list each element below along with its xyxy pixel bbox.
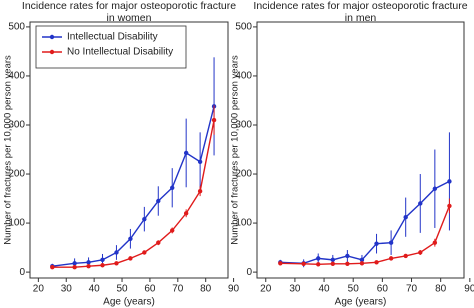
data-point xyxy=(72,261,77,266)
data-point xyxy=(156,198,161,204)
y-tick-label: 500 xyxy=(235,22,252,33)
data-point xyxy=(403,214,408,220)
x-tick-label: 50 xyxy=(348,284,360,295)
data-point xyxy=(114,261,119,266)
x-tick-label: 30 xyxy=(61,284,73,295)
x-tick-label: 70 xyxy=(172,284,184,295)
data-point xyxy=(345,261,350,266)
data-point xyxy=(330,261,336,266)
data-point xyxy=(403,253,408,259)
data-point xyxy=(183,150,189,156)
y-tick-label: 100 xyxy=(235,218,252,229)
legend-label: No Intellectual Disability xyxy=(67,47,173,58)
y-tick-label: 300 xyxy=(235,120,252,131)
data-point xyxy=(432,186,438,191)
data-point xyxy=(278,261,283,266)
data-point xyxy=(301,261,306,266)
data-point xyxy=(447,203,452,209)
data-point xyxy=(418,201,423,206)
data-point xyxy=(100,257,105,263)
data-point xyxy=(100,263,105,268)
data-point xyxy=(170,228,175,233)
plot-frame xyxy=(256,21,465,279)
series-line xyxy=(280,180,450,264)
data-point xyxy=(418,250,423,255)
data-point xyxy=(128,236,133,241)
x-tick-label: 20 xyxy=(260,284,272,295)
x-tick-label: 80 xyxy=(200,284,212,295)
data-point xyxy=(330,257,336,263)
data-point xyxy=(432,240,438,245)
data-point xyxy=(345,253,350,259)
y-tick-label: 500 xyxy=(8,22,25,33)
x-tick-label: 90 xyxy=(228,284,240,295)
x-axis-label: Age (years) xyxy=(103,297,155,308)
x-tick-label: 60 xyxy=(144,284,156,295)
y-axis-label: Number of fractures per 10,000 person ye… xyxy=(230,55,241,245)
data-point xyxy=(197,188,203,194)
data-point xyxy=(388,240,394,245)
chart-title: in men xyxy=(345,12,377,24)
data-point xyxy=(128,256,133,261)
data-point xyxy=(359,257,365,263)
x-tick-label: 60 xyxy=(377,284,389,295)
data-point xyxy=(197,159,203,164)
series-line xyxy=(52,119,215,268)
series-line xyxy=(280,205,451,265)
data-point xyxy=(156,240,161,245)
legend-label: Intellectual Disability xyxy=(67,32,158,43)
y-tick-label: 200 xyxy=(8,169,25,180)
data-point xyxy=(359,261,365,266)
y-axis-label: Number of fractures per 10,000 person ye… xyxy=(3,55,14,245)
x-axis-label: Age (years) xyxy=(335,297,387,308)
x-tick-label: 50 xyxy=(116,284,128,295)
y-tick-label: 0 xyxy=(19,267,25,278)
chart-title: Incidence rates for major osteoporotic f… xyxy=(253,0,467,12)
x-tick-label: 40 xyxy=(89,284,101,295)
data-point xyxy=(183,211,189,216)
x-tick-label: 80 xyxy=(435,284,447,295)
y-tick-label: 400 xyxy=(235,71,252,82)
data-point xyxy=(72,265,77,270)
x-tick-label: 30 xyxy=(289,284,301,295)
y-tick-label: 200 xyxy=(235,169,252,180)
data-point xyxy=(142,216,147,222)
plot-frame xyxy=(29,21,229,279)
legend-marker xyxy=(49,34,55,40)
x-tick-label: 20 xyxy=(33,284,45,295)
y-tick-label: 400 xyxy=(8,71,25,82)
legend-marker xyxy=(49,49,55,55)
x-tick-label: 70 xyxy=(406,284,418,295)
chart-title: Incidence rates for major osteoporotic f… xyxy=(22,0,236,12)
data-point xyxy=(374,241,379,246)
x-tick-label: 90 xyxy=(464,284,474,295)
data-point xyxy=(211,117,217,123)
x-tick-label: 40 xyxy=(318,284,330,295)
data-point xyxy=(114,250,119,255)
data-point xyxy=(86,264,91,269)
y-tick-label: 300 xyxy=(8,120,25,131)
data-point xyxy=(374,260,379,265)
series-line xyxy=(52,106,215,267)
data-point xyxy=(447,179,452,184)
data-point xyxy=(316,262,321,267)
data-point xyxy=(86,260,91,265)
data-point xyxy=(388,256,394,261)
data-point xyxy=(316,256,321,261)
data-point xyxy=(50,265,55,270)
data-point xyxy=(170,185,175,190)
chart-title: in women xyxy=(107,12,152,24)
y-tick-label: 100 xyxy=(8,218,25,229)
data-point xyxy=(142,250,147,255)
legend-box xyxy=(35,25,187,69)
y-tick-label: 0 xyxy=(246,267,252,278)
